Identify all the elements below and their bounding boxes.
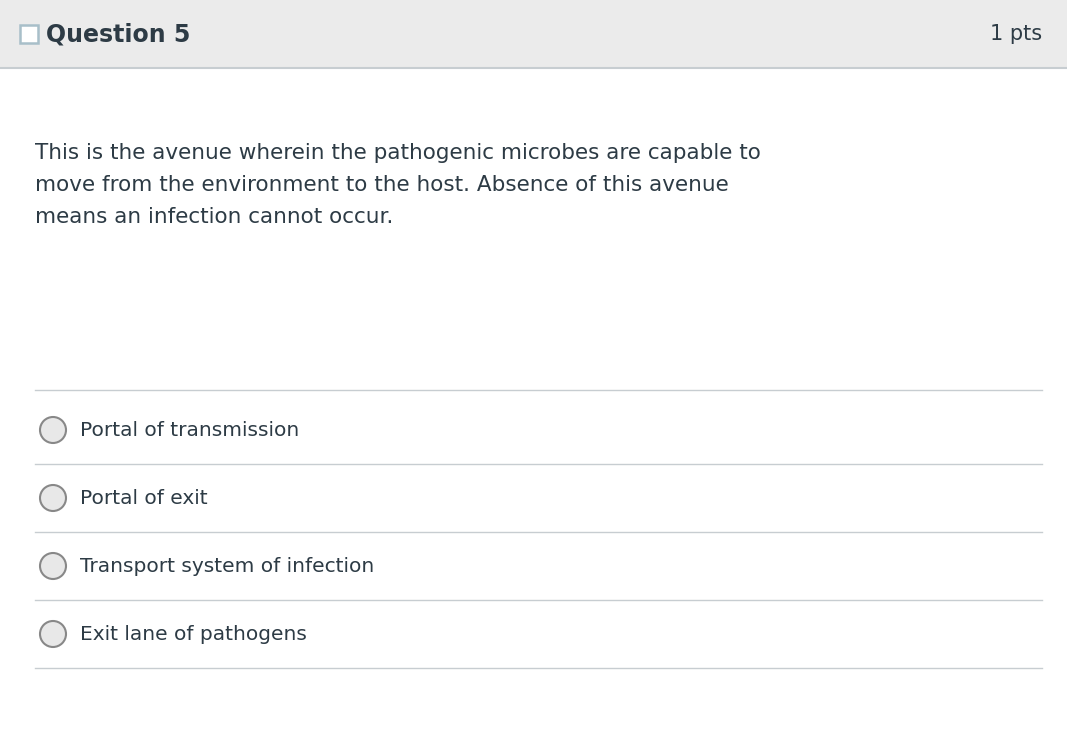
Text: Transport system of infection: Transport system of infection	[80, 556, 375, 575]
Circle shape	[39, 553, 66, 579]
Text: Question 5: Question 5	[46, 22, 190, 46]
Bar	[0, 0, 1067, 68]
Text: Exit lane of pathogens: Exit lane of pathogens	[80, 625, 307, 644]
Text: Portal of exit: Portal of exit	[80, 488, 208, 507]
Text: move from the environment to the host. Absence of this avenue: move from the environment to the host. A…	[35, 175, 729, 195]
Text: means an infection cannot occur.: means an infection cannot occur.	[35, 207, 394, 227]
Text: Portal of transmission: Portal of transmission	[80, 421, 299, 440]
FancyBboxPatch shape	[20, 25, 38, 43]
Circle shape	[39, 621, 66, 647]
Text: 1 pts: 1 pts	[990, 24, 1042, 44]
Circle shape	[39, 485, 66, 511]
Circle shape	[39, 417, 66, 443]
Text: This is the avenue wherein the pathogenic microbes are capable to: This is the avenue wherein the pathogeni…	[35, 143, 761, 163]
